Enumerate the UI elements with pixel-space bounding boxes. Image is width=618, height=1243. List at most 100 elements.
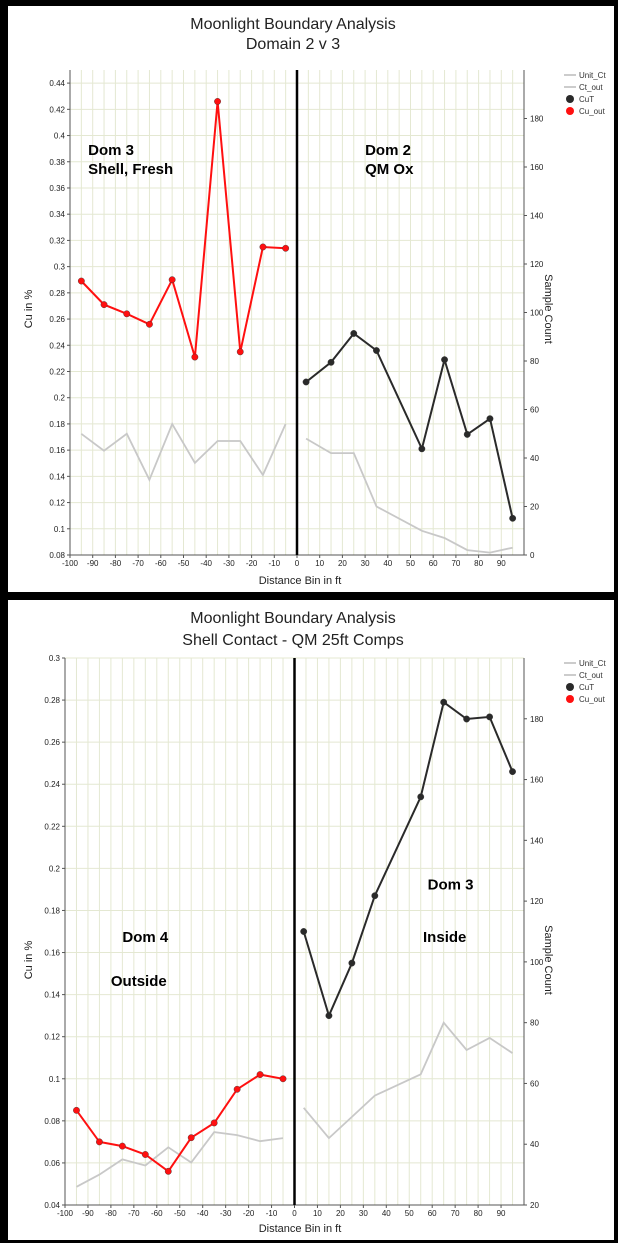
- x-tick-label: 90: [497, 559, 506, 568]
- x-tick-label: 40: [382, 1209, 391, 1218]
- legend-swatch-cut: [566, 95, 574, 103]
- annotation-label: Inside: [423, 929, 466, 946]
- y2-tick-label: 180: [530, 115, 544, 124]
- y2-tick-label: 160: [530, 163, 544, 172]
- legend: Unit_Ct Ct_out CuT Cu_out: [564, 659, 606, 704]
- chart-title: Moonlight Boundary Analysis: [190, 16, 395, 33]
- y-tick-label: 0.08: [44, 1117, 60, 1126]
- x-tick-label: -80: [110, 559, 122, 568]
- data-point-cu-out: [118, 1142, 126, 1150]
- y-tick-label: 0.06: [44, 1159, 60, 1168]
- x-tick-label: -10: [269, 559, 281, 568]
- y2-tick-label: 140: [530, 836, 544, 845]
- x-tick-label: -30: [223, 559, 235, 568]
- data-point-cut: [300, 928, 308, 935]
- x-tick-label: 0: [292, 1209, 297, 1218]
- data-point-cu-out: [146, 320, 153, 328]
- data-point-cut: [441, 356, 448, 364]
- legend-item-cut: CuT: [579, 95, 594, 104]
- annotation-label: Dom 4: [122, 929, 169, 946]
- y-tick-label: 0.3: [49, 654, 61, 663]
- x-tick-label: -60: [155, 559, 167, 568]
- data-point-cu-out: [233, 1085, 241, 1093]
- x-tick-label: -90: [87, 559, 99, 568]
- legend-item-unit-ct: Unit_Ct: [579, 71, 606, 80]
- annotation-label: Outside: [111, 973, 167, 990]
- y-tick-label: 0.28: [49, 289, 65, 298]
- series-line-unit-ct: [305, 437, 513, 554]
- y2-tick-label: 80: [530, 1019, 539, 1028]
- x-tick-label: 60: [428, 1209, 437, 1218]
- y2-tick-label: 100: [530, 309, 544, 318]
- x-tick-label: -50: [174, 1209, 186, 1218]
- legend-item-ct-out: Ct_out: [579, 83, 603, 92]
- y-tick-label: 0.1: [49, 1075, 61, 1084]
- y-tick-label: 0.26: [44, 738, 60, 747]
- x-tick-label: 60: [429, 559, 438, 568]
- legend-item-ct-out: Ct_out: [579, 671, 603, 680]
- x-tick-label: 50: [405, 1209, 414, 1218]
- data-point-cut: [440, 698, 448, 706]
- x-tick-label: -50: [178, 559, 190, 568]
- x-tick-label: -30: [220, 1209, 232, 1218]
- chart-title: Moonlight Boundary Analysis: [190, 610, 395, 627]
- data-point-cu-out: [73, 1106, 80, 1114]
- chart-subtitle: Shell Contact - QM 25ft Comps: [182, 632, 403, 649]
- legend-item-cu-out: Cu_out: [579, 107, 606, 116]
- x-axis-label: Distance Bin in ft: [259, 1223, 342, 1235]
- x-tick-label: -20: [243, 1209, 255, 1218]
- x-tick-label: -70: [132, 559, 144, 568]
- chart-panel-2: Moonlight Boundary Analysis Shell Contac…: [8, 600, 614, 1240]
- chart-1: Moonlight Boundary Analysis Domain 2 v 3…: [23, 16, 606, 587]
- data-point-cut: [350, 330, 358, 337]
- y2-tick-label: 100: [530, 958, 544, 967]
- x-tick-label: 70: [451, 559, 460, 568]
- x-tick-label: 20: [336, 1209, 345, 1218]
- data-point-cu-out: [236, 348, 244, 356]
- x-axis-label: Distance Bin in ft: [259, 575, 342, 587]
- y-tick-label: 0.12: [44, 1033, 60, 1042]
- data-point-cu-out: [187, 1134, 195, 1142]
- x-tick-label: -100: [57, 1209, 74, 1218]
- y-tick-label: 0.32: [49, 236, 65, 245]
- y-tick-label: 0.16: [49, 446, 65, 455]
- data-point-cu-out: [100, 301, 108, 309]
- y2-tick-label: 0: [530, 551, 535, 560]
- data-point-cu-out: [123, 310, 131, 318]
- y-tick-label: 0.26: [49, 315, 65, 324]
- data-point-cu-out: [282, 244, 290, 252]
- chart-subtitle: Domain 2 v 3: [246, 36, 340, 53]
- x-tick-label: 80: [474, 559, 483, 568]
- y-tick-label: 0.34: [49, 210, 65, 219]
- series-line-unit-ct: [303, 1021, 513, 1140]
- y-tick-label: 0.22: [49, 367, 65, 376]
- x-tick-label: 10: [315, 559, 324, 568]
- legend-item-cu-out: Cu_out: [579, 695, 606, 704]
- data-point-cut: [463, 431, 471, 438]
- y-tick-label: 0.16: [44, 949, 60, 958]
- y-tick-label: 0.14: [49, 472, 65, 481]
- x-tick-label: -20: [246, 559, 258, 568]
- x-tick-label: 10: [313, 1209, 322, 1218]
- data-point-cut: [348, 959, 356, 967]
- data-point-cu-out: [168, 276, 176, 284]
- y2-tick-label: 40: [530, 454, 539, 463]
- y-tick-label: 0.08: [49, 551, 65, 560]
- y2-tick-label: 180: [530, 715, 544, 724]
- data-point-cut: [463, 715, 471, 723]
- legend-item-unit-ct: Unit_Ct: [579, 659, 606, 668]
- x-tick-label: 40: [383, 559, 392, 568]
- x-tick-label: 30: [361, 559, 370, 568]
- series-line-ct-out: [80, 421, 287, 482]
- data-point-cu-out: [259, 243, 267, 251]
- annotation-label: Dom 3: [428, 876, 474, 893]
- y-tick-label: 0.2: [54, 394, 66, 403]
- data-point-cut: [509, 768, 516, 776]
- data-point-cu-out: [77, 277, 85, 285]
- x-tick-label: -80: [105, 1209, 117, 1218]
- x-tick-label: -60: [151, 1209, 163, 1218]
- annotation-label: Dom 2: [365, 142, 411, 159]
- legend: Unit_Ct Ct_out CuT Cu_out: [564, 71, 606, 116]
- y-axis-label: Cu in %: [23, 290, 35, 329]
- y2-tick-label: 140: [530, 212, 544, 221]
